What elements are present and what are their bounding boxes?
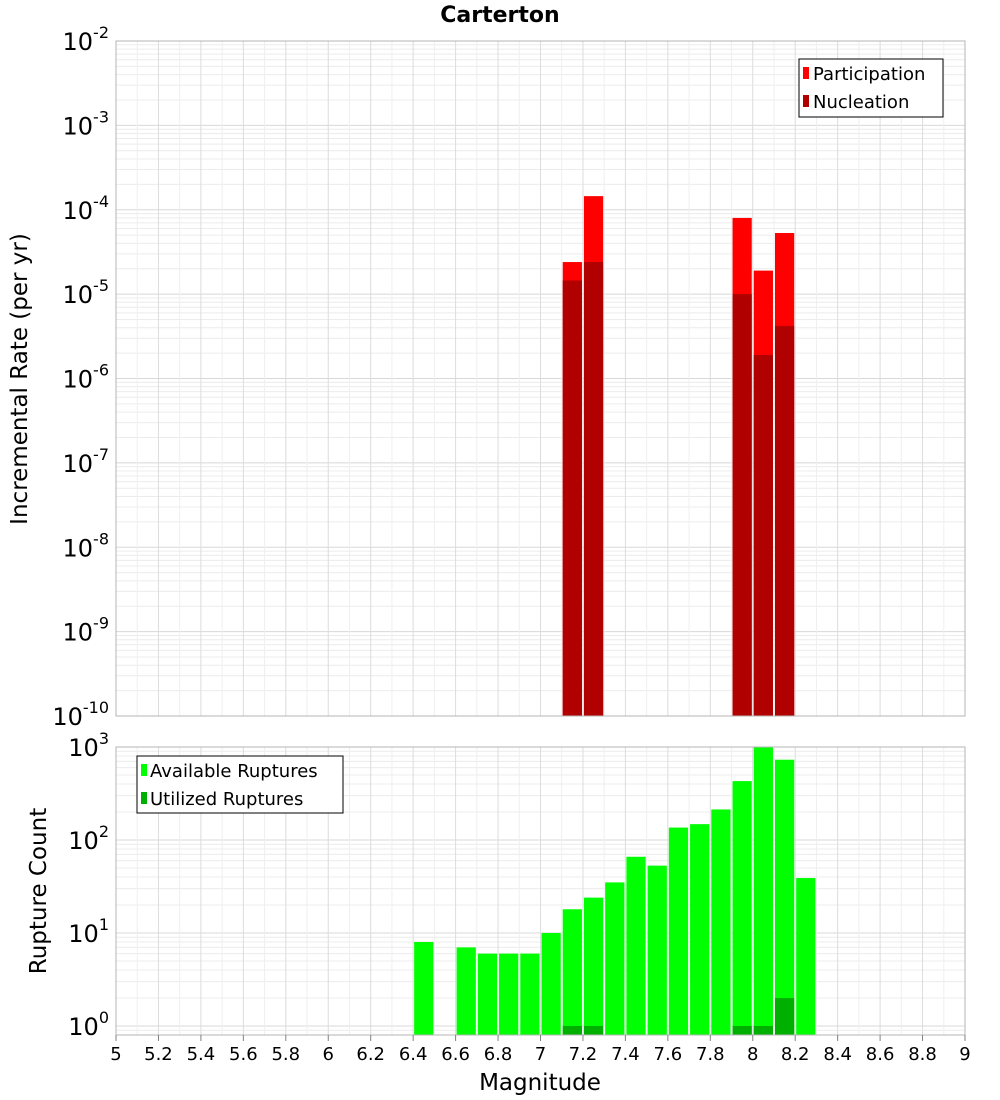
y-tick-label: 10-5 (63, 276, 110, 309)
x-tick-label: 5.4 (187, 1044, 216, 1065)
count-panel: 100 101 102 103 5 5.2 5.4 5.6 5.8 6 6.2 6.4 6.6 6.8 7… (26, 729, 971, 1096)
y-tick-label: 10-6 (63, 361, 110, 394)
x-tick-label: 7.4 (611, 1044, 640, 1065)
x-tick-label: 9 (959, 1044, 970, 1065)
bar-available-ruptures (605, 882, 625, 1035)
legend-swatch-available (141, 764, 147, 776)
rate-panel: 10-10 10-9 10-8 10-7 10-6 10-5 10-4 10-3 10-2 In… (7, 23, 966, 731)
legend-label-utilized: Utilized Ruptures (150, 789, 303, 810)
bar-available-ruptures (690, 824, 710, 1035)
y-tick-label: 10-8 (63, 529, 110, 562)
x-tick-label: 5.2 (144, 1044, 173, 1065)
y-tick-label: 102 (68, 822, 109, 855)
x-tick-label: 7.8 (696, 1044, 725, 1065)
bar-available-ruptures (668, 827, 689, 1035)
x-tick-label: 8.2 (781, 1044, 810, 1065)
x-tick-label: 8.6 (866, 1044, 895, 1065)
rate-y-axis-label: Incremental Rate (per yr) (7, 233, 33, 525)
x-tick-label: 5.8 (271, 1044, 300, 1065)
y-tick-label: 101 (68, 915, 109, 948)
bar-available-ruptures (732, 781, 752, 1035)
count-y-axis-label: Rupture Count (26, 808, 52, 974)
y-tick-label: 103 (68, 729, 109, 762)
y-tick-label: 10-10 (52, 698, 109, 731)
bar-available-ruptures (753, 747, 773, 1035)
bar-available-ruptures (499, 953, 519, 1035)
x-tick-label: 6.6 (441, 1044, 470, 1065)
x-tick-label: 7.2 (569, 1044, 598, 1065)
count-y-ticks: 100 101 102 103 (68, 729, 109, 1041)
bar-available-ruptures (414, 942, 434, 1035)
rate-plot-border (115, 40, 966, 717)
bar-nucleation (774, 325, 795, 716)
bar-available-ruptures (647, 865, 667, 1035)
x-tick-label: 5.6 (229, 1044, 258, 1065)
bar-nucleation (562, 280, 582, 716)
bar-available-ruptures (456, 947, 476, 1035)
x-ticks: 5 5.2 5.4 5.6 5.8 6 6.2 6.4 6.6 6.8 7 7.2 7.4 7.6 7.8 8… (110, 1035, 971, 1065)
bar-available-ruptures (583, 897, 604, 1035)
legend-swatch-utilized (141, 792, 147, 804)
bar-available-ruptures (626, 856, 646, 1035)
bar-utilized-ruptures (753, 1025, 773, 1035)
bar-utilized-ruptures (562, 1025, 582, 1035)
legend-label-nucleation: Nucleation (813, 92, 909, 113)
bar-available-ruptures (541, 932, 561, 1035)
bar-utilized-ruptures (774, 997, 795, 1035)
x-axis-label: Magnitude (479, 1070, 601, 1096)
bar-nucleation (753, 354, 773, 716)
x-tick-label: 8.8 (908, 1044, 937, 1065)
legend-label-available: Available Ruptures (150, 761, 318, 782)
rate-y-ticks: 10-10 10-9 10-8 10-7 10-6 10-5 10-4 10-3 10-2 (52, 23, 109, 731)
x-tick-label: 6.4 (399, 1044, 428, 1065)
legend-swatch-participation (803, 67, 809, 79)
bar-utilized-ruptures (583, 1025, 604, 1035)
legend-label-participation: Participation (813, 64, 925, 85)
bar-utilized-ruptures (732, 1025, 752, 1035)
x-tick-label: 6 (323, 1044, 334, 1065)
x-tick-label: 6.8 (484, 1044, 513, 1065)
bar-nucleation (732, 294, 752, 716)
y-tick-label: 10-7 (63, 445, 110, 478)
y-tick-label: 100 (68, 1008, 109, 1041)
y-tick-label: 10-2 (63, 23, 110, 56)
y-tick-label: 10-4 (63, 192, 110, 225)
bar-available-ruptures (796, 878, 816, 1035)
bar-available-ruptures (562, 909, 582, 1035)
bar-available-ruptures (774, 759, 795, 1035)
x-tick-label: 6.2 (356, 1044, 385, 1065)
legend-swatch-nucleation (803, 95, 809, 107)
rate-bars (562, 196, 795, 716)
rate-legend: Participation Nucleation (798, 58, 944, 118)
x-tick-label: 8 (747, 1044, 758, 1065)
rate-legend-box (798, 58, 944, 118)
x-tick-label: 7.6 (654, 1044, 683, 1065)
bar-available-ruptures (520, 953, 540, 1035)
count-legend: Available Ruptures Utilized Ruptures (136, 755, 344, 814)
y-tick-label: 10-3 (63, 107, 110, 140)
chart-title: Carterton (440, 3, 559, 28)
bar-nucleation (583, 262, 604, 716)
rate-grid (115, 40, 966, 717)
x-tick-label: 7 (535, 1044, 546, 1065)
x-tick-label: 8.4 (823, 1044, 852, 1065)
count-bars (414, 747, 816, 1035)
bar-available-ruptures (477, 953, 498, 1035)
count-legend-box (136, 755, 344, 814)
y-tick-label: 10-9 (63, 614, 110, 647)
x-tick-label: 5 (110, 1044, 121, 1065)
bar-available-ruptures (711, 809, 731, 1035)
